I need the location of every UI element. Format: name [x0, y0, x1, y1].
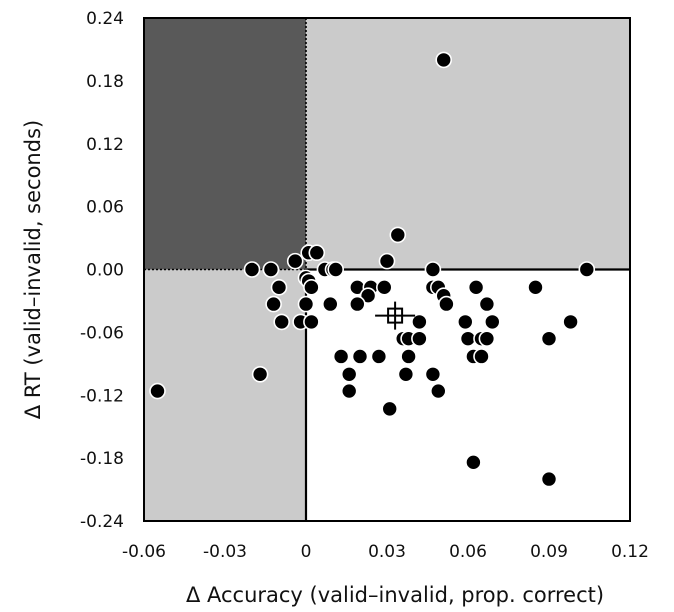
x-tick-label: 0.03: [368, 542, 406, 562]
y-tick-label: -0.18: [80, 449, 124, 469]
x-axis-tick-labels: -0.06 -0.03 0 0.03 0.06 0.09 0.12: [122, 542, 649, 562]
data-point: [149, 382, 166, 400]
data-point: [478, 295, 496, 313]
data-point: [381, 400, 399, 418]
data-point: [527, 279, 544, 296]
data-point: [438, 295, 455, 313]
data-point: [424, 365, 442, 383]
mean-marker: [375, 301, 416, 330]
data-point: [467, 279, 485, 296]
data-point: [465, 454, 482, 471]
x-tick-label: 0.12: [611, 542, 649, 562]
y-tick-label: 0.06: [86, 198, 124, 218]
data-point: [435, 51, 453, 69]
data-point: [411, 330, 428, 347]
plot-frame: [143, 17, 631, 522]
data-point: [251, 365, 269, 383]
data-point: [375, 279, 393, 296]
data-point: [348, 295, 366, 313]
data-point: [265, 295, 282, 313]
y-tick-label: -0.06: [80, 323, 124, 343]
data-point: [303, 313, 320, 331]
data-point: [478, 330, 496, 347]
data-point: [273, 313, 291, 331]
y-axis-label: Δ RT (valid–invalid, seconds): [21, 120, 45, 419]
y-tick-label: 0.18: [86, 72, 124, 92]
y-tick-label: -0.12: [80, 386, 124, 406]
data-point: [270, 279, 288, 296]
data-point: [321, 295, 339, 313]
x-tick-label: -0.03: [203, 542, 247, 562]
data-point: [340, 365, 358, 383]
data-point: [429, 382, 447, 400]
data-points: [149, 51, 596, 488]
region-top-right: [306, 18, 630, 270]
data-point: [359, 287, 377, 304]
data-point: [411, 313, 428, 331]
data-point: [332, 348, 350, 365]
y-tick-label: 0.12: [86, 135, 124, 155]
data-point: [578, 261, 596, 278]
mean-marker-square: [387, 307, 404, 324]
region-top-left: [144, 18, 306, 270]
x-tick-label: 0.09: [530, 542, 568, 562]
quadrant-regions: [144, 18, 630, 521]
y-tick-label: -0.24: [80, 512, 124, 532]
data-point: [297, 295, 315, 313]
data-point: [540, 470, 558, 488]
y-tick-label: 0.24: [86, 9, 124, 29]
data-point: [351, 348, 369, 365]
data-point: [397, 365, 415, 383]
data-point: [303, 279, 320, 296]
data-point: [400, 348, 417, 365]
data-point: [286, 252, 304, 270]
data-point: [389, 226, 407, 244]
x-axis-label: Δ Accuracy (valid–invalid, prop. correct…: [186, 583, 604, 607]
data-point: [243, 261, 261, 278]
data-point: [378, 252, 396, 270]
x-tick-label: 0.06: [449, 542, 487, 562]
data-point: [340, 382, 358, 400]
y-tick-label: 0.00: [86, 261, 124, 281]
region-bottom-left: [144, 269, 306, 521]
data-point: [473, 348, 490, 365]
data-point: [262, 261, 280, 278]
data-point: [370, 348, 388, 365]
data-point: [456, 313, 474, 331]
data-point: [327, 261, 345, 278]
data-point: [483, 313, 501, 331]
data-point: [308, 244, 326, 262]
data-point: [540, 330, 558, 347]
y-axis-tick-labels: 0.24 0.18 0.12 0.06 0.00 -0.06 -0.12 -0.18 -0.24: [80, 9, 124, 532]
x-tick-label: -0.06: [122, 542, 166, 562]
data-point: [424, 261, 442, 278]
x-tick-label: 0: [301, 542, 312, 562]
data-point: [562, 313, 579, 331]
